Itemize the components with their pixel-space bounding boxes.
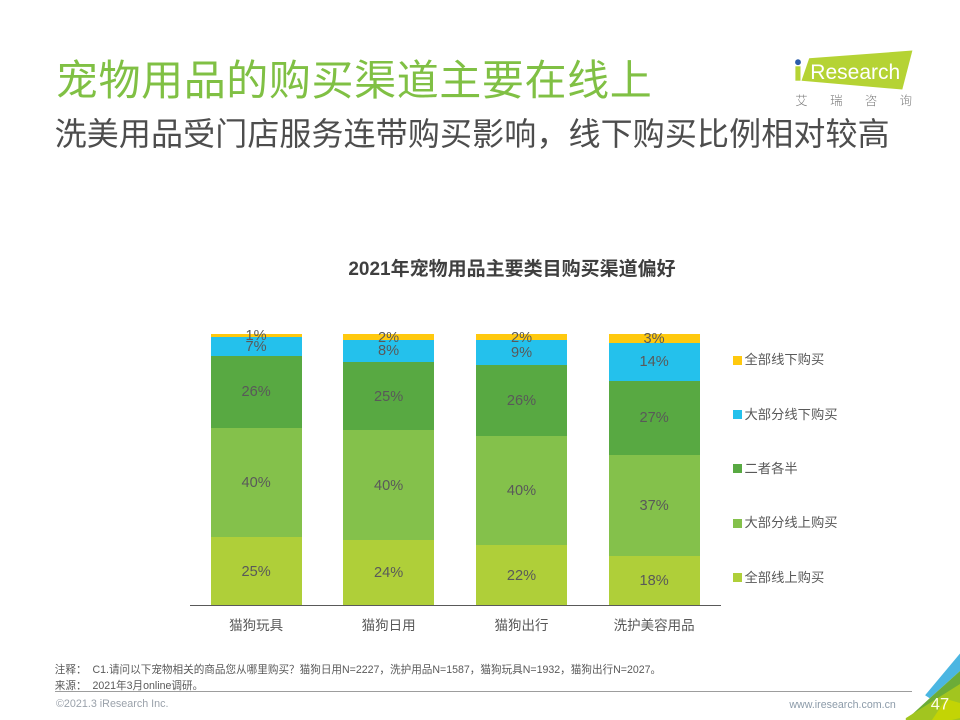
svg-text:Research: Research <box>810 61 900 84</box>
svg-text:47: 47 <box>931 696 949 714</box>
